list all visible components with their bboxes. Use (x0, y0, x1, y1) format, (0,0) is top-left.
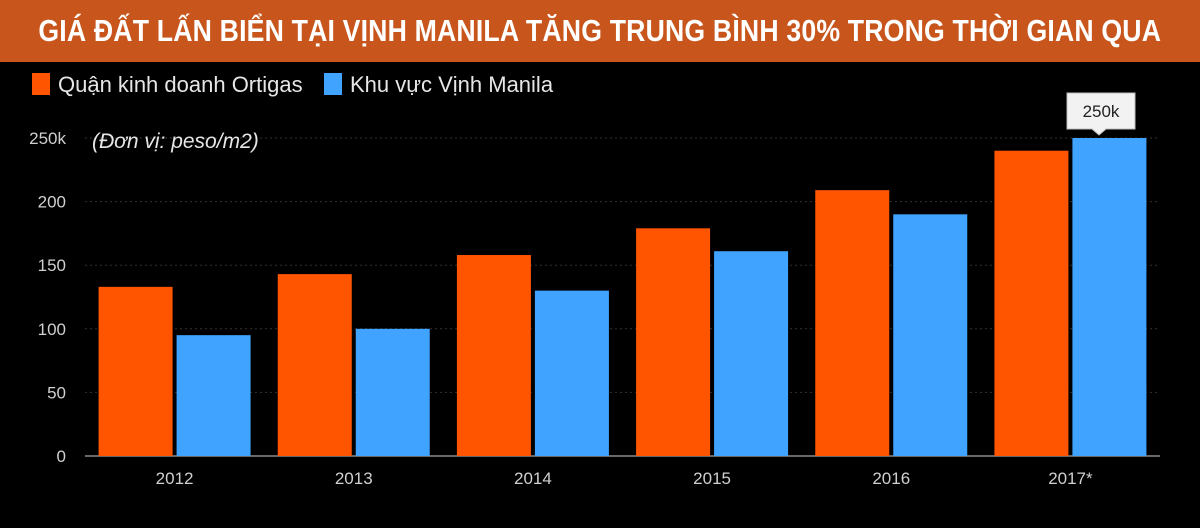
bar-ortigas-2016[interactable] (815, 190, 890, 457)
bars (98, 138, 1147, 457)
unit-label: (Đơn vị: peso/m2) (92, 130, 259, 153)
y-tick-label: 200 (38, 193, 66, 212)
tooltip-box (1066, 92, 1136, 136)
x-tick-label: 2015 (693, 469, 731, 488)
x-axis-ticks: 2012 2013 2014 2015 2016 2017* (156, 469, 1093, 488)
bar-manila-bay-2014[interactable] (534, 290, 609, 456)
tooltip: 250k (1066, 92, 1136, 136)
bar-manila-bay-2012[interactable] (176, 335, 251, 456)
y-tick-label: 150 (38, 256, 66, 275)
x-tick-label: 2014 (514, 469, 552, 488)
legend-label-ortigas[interactable]: Quận kinh doanh Ortigas (58, 72, 303, 97)
x-tick-label: 2017* (1048, 469, 1093, 488)
bar-ortigas-2017[interactable] (994, 150, 1069, 456)
y-axis-ticks: 0 50 100 150 200 250k (29, 129, 66, 466)
bar-ortigas-2012[interactable] (98, 286, 173, 456)
bar-ortigas-2013[interactable] (277, 274, 352, 456)
bar-manila-bay-2015[interactable] (714, 251, 789, 456)
bar-manila-bay-2017[interactable] (1072, 138, 1147, 456)
tooltip-value: 250k (1083, 102, 1120, 121)
legend-swatch-ortigas (32, 73, 50, 95)
y-tick-label: 250k (29, 129, 66, 148)
bar-manila-bay-2016[interactable] (893, 214, 968, 456)
bar-ortigas-2014[interactable] (456, 255, 531, 456)
x-tick-label: 2012 (156, 469, 194, 488)
x-tick-label: 2013 (335, 469, 373, 488)
legend-swatch-manila-bay (324, 73, 342, 95)
legend-label-manila-bay[interactable]: Khu vực Vịnh Manila (350, 72, 554, 97)
x-tick-label: 2016 (872, 469, 910, 488)
grid-lines (85, 137, 1160, 457)
legend: Quận kinh doanh Ortigas Khu vực Vịnh Man… (32, 72, 554, 97)
title-bar: GIÁ ĐẤT LẤN BIỂN TẠI VỊNH MANILA TĂNG TR… (0, 0, 1200, 62)
y-tick-label: 50 (47, 383, 66, 402)
chart-title: GIÁ ĐẤT LẤN BIỂN TẠI VỊNH MANILA TĂNG TR… (38, 13, 1162, 48)
y-tick-label: 0 (57, 447, 66, 466)
bar-manila-bay-2013[interactable] (355, 328, 430, 456)
y-tick-label: 100 (38, 320, 66, 339)
bar-ortigas-2015[interactable] (636, 228, 711, 456)
